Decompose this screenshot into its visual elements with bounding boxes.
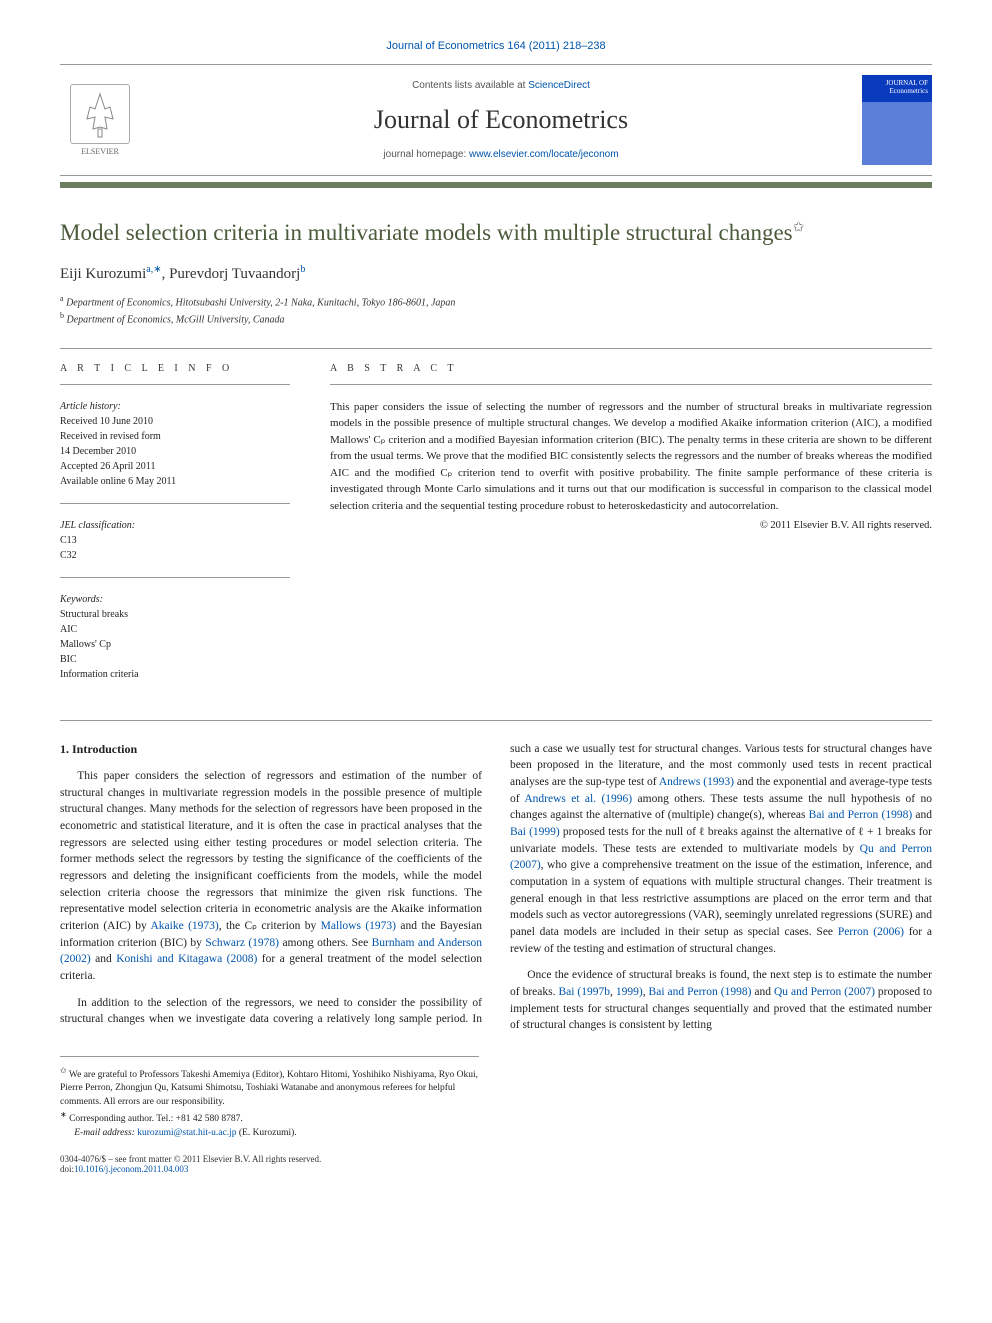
abstract-heading: A B S T R A C T: [330, 363, 932, 374]
author-1-sup: a,∗: [146, 264, 161, 275]
homepage-line: journal homepage: www.elsevier.com/locat…: [140, 149, 862, 160]
affiliations: a Department of Economics, Hitotsubashi …: [60, 293, 932, 328]
cite-schwarz-1978[interactable]: Schwarz (1978): [205, 937, 279, 949]
publisher-logo: ELSEVIER: [60, 75, 140, 165]
aff-b-sup: b: [60, 311, 64, 320]
footnote-email: E-mail address: kurozumi@stat.hit-u.ac.j…: [60, 1127, 479, 1140]
cite-bai-1999b[interactable]: 1999): [616, 986, 643, 998]
cite-bai-1997b[interactable]: Bai (1997b: [558, 986, 610, 998]
cite-perron-2006[interactable]: Perron (2006): [838, 926, 904, 938]
cite-bai-perron-1998b[interactable]: Bai and Perron (1998): [649, 986, 752, 998]
journal-reference: Journal of Econometrics 164 (2011) 218–2…: [60, 40, 932, 52]
cover-thumb-title: JOURNAL OF Econometrics: [866, 79, 928, 95]
cite-andrews-1993[interactable]: Andrews (1993): [659, 776, 734, 788]
affiliation-a: Department of Economics, Hitotsubashi Un…: [66, 297, 455, 308]
corr-marker: ∗: [60, 1110, 67, 1119]
keyword-5: Information criteria: [60, 667, 290, 682]
info-divider-3: [60, 577, 290, 578]
cite-konishi-2008[interactable]: Konishi and Kitagawa (2008): [116, 953, 257, 965]
sciencedirect-link[interactable]: ScienceDirect: [528, 80, 590, 91]
intro-para-3: Once the evidence of structural breaks i…: [510, 967, 932, 1034]
publisher-name: ELSEVIER: [81, 147, 119, 156]
footnote-corr: ∗ Corresponding author. Tel.: +81 42 580…: [60, 1109, 479, 1126]
abstract-text: This paper considers the issue of select…: [330, 399, 932, 515]
keywords-label: Keywords:: [60, 592, 290, 607]
abstract-copyright: © 2011 Elsevier B.V. All rights reserved…: [330, 520, 932, 531]
article-history: Article history: Received 10 June 2010 R…: [60, 399, 290, 489]
jel-1: C13: [60, 533, 290, 548]
email-label: E-mail address:: [74, 1128, 137, 1138]
revised-line2: 14 December 2010: [60, 444, 290, 459]
email-link[interactable]: kurozumi@stat.hit-u.ac.jp: [137, 1128, 236, 1138]
elsevier-tree-icon: [70, 84, 130, 144]
affiliation-b: Department of Economics, McGill Universi…: [67, 315, 285, 326]
cite-mallows-1973[interactable]: Mallows (1973): [321, 920, 396, 932]
received-date: Received 10 June 2010: [60, 414, 290, 429]
doi-link[interactable]: 10.1016/j.jeconom.2011.04.003: [74, 1164, 188, 1174]
info-divider-2: [60, 503, 290, 504]
jel-block: JEL classification: C13 C32: [60, 518, 290, 563]
homepage-prefix: journal homepage:: [383, 149, 469, 160]
intro-para-1: This paper considers the selection of re…: [60, 768, 482, 985]
cite-akaike-1973[interactable]: Akaike (1973): [150, 920, 218, 932]
keyword-3: Mallows' Cp: [60, 637, 290, 652]
keywords-block: Keywords: Structural breaks AIC Mallows'…: [60, 592, 290, 682]
authors: Eiji Kurozumia,∗, Purevdorj Tuvaandorjb: [60, 264, 932, 283]
abstract-divider: [330, 384, 932, 385]
info-abstract-row: A R T I C L E I N F O Article history: R…: [60, 363, 932, 696]
homepage-link[interactable]: www.elsevier.com/locate/jeconom: [469, 149, 619, 160]
aff-a-sup: a: [60, 294, 64, 303]
history-label: Article history:: [60, 399, 290, 414]
jel-2: C32: [60, 548, 290, 563]
cite-andrews-1996[interactable]: Andrews et al. (1996): [524, 793, 632, 805]
journal-title: Journal of Econometrics: [140, 105, 862, 135]
cite-bai-perron-1998[interactable]: Bai and Perron (1998): [809, 809, 913, 821]
footer-copyright: 0304-4076/$ – see front matter © 2011 El…: [60, 1154, 932, 1164]
article-info: A R T I C L E I N F O Article history: R…: [60, 363, 290, 696]
footer: 0304-4076/$ – see front matter © 2011 El…: [60, 1154, 932, 1174]
contents-prefix: Contents lists available at: [412, 80, 528, 91]
accepted-date: Accepted 26 April 2011: [60, 459, 290, 474]
author-2: Purevdorj Tuvaandorj: [169, 266, 300, 282]
body-columns: 1. Introduction This paper considers the…: [60, 741, 932, 1036]
divider: [60, 348, 932, 349]
author-1: Eiji Kurozumi: [60, 266, 146, 282]
contents-line: Contents lists available at ScienceDirec…: [140, 80, 862, 91]
journal-cover-thumb: JOURNAL OF Econometrics: [862, 75, 932, 165]
color-bar: [60, 182, 932, 188]
footnote-ack: ✩ We are grateful to Professors Takeshi …: [60, 1065, 479, 1109]
abstract-column: A B S T R A C T This paper considers the…: [330, 363, 932, 696]
ack-marker: ✩: [60, 1066, 67, 1075]
section-1-heading: 1. Introduction: [60, 741, 482, 758]
cite-bai-1999[interactable]: Bai (1999): [510, 826, 560, 838]
jel-label: JEL classification:: [60, 518, 290, 533]
footnotes: ✩ We are grateful to Professors Takeshi …: [60, 1056, 479, 1140]
article-info-heading: A R T I C L E I N F O: [60, 363, 290, 374]
revised-line1: Received in revised form: [60, 429, 290, 444]
keyword-1: Structural breaks: [60, 607, 290, 622]
online-date: Available online 6 May 2011: [60, 474, 290, 489]
header-center: Contents lists available at ScienceDirec…: [140, 80, 862, 160]
keyword-2: AIC: [60, 622, 290, 637]
title-text: Model selection criteria in multivariate…: [60, 220, 793, 245]
info-divider-1: [60, 384, 290, 385]
doi-label: doi:: [60, 1164, 74, 1174]
author-2-sup: b: [300, 264, 305, 275]
journal-header: ELSEVIER Contents lists available at Sci…: [60, 64, 932, 176]
keyword-4: BIC: [60, 652, 290, 667]
title-footnote-marker: ✩: [793, 220, 805, 235]
paper-title: Model selection criteria in multivariate…: [60, 218, 932, 248]
cite-qu-perron-2007b[interactable]: Qu and Perron (2007): [774, 986, 875, 998]
body-divider: [60, 720, 932, 721]
